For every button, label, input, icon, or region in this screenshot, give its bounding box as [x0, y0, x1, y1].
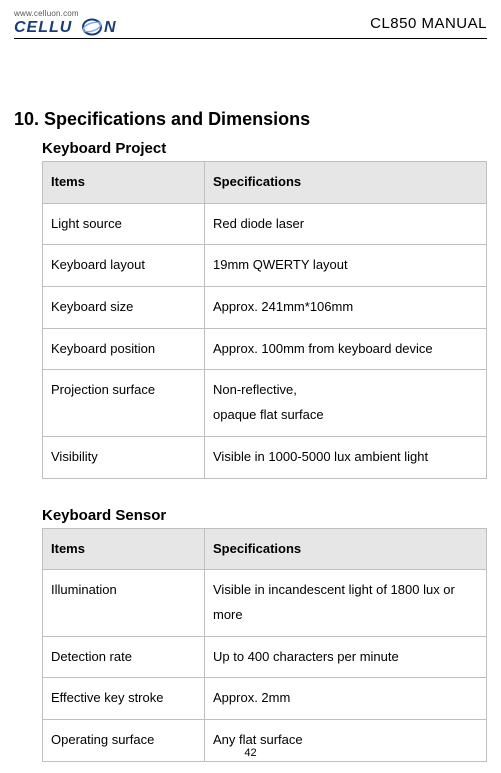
table-row: Effective key strokeApprox. 2mm — [43, 678, 487, 720]
table-row: Keyboard positionApprox. 100mm from keyb… — [43, 328, 487, 370]
section-heading: 10. Specifications and Dimensions — [14, 109, 487, 130]
cell-item: Visibility — [43, 436, 205, 478]
cell-spec: Red diode laser — [205, 203, 487, 245]
celluon-logo-icon: CELLU N — [14, 18, 132, 36]
svg-text:CELLU: CELLU — [14, 19, 72, 36]
cell-item: Light source — [43, 203, 205, 245]
spec-table-keyboard-project: Items Specifications Light sourceRed dio… — [42, 161, 487, 479]
cell-item: Illumination — [43, 570, 205, 636]
col-spec: Specifications — [205, 528, 487, 570]
col-items: Items — [43, 162, 205, 204]
cell-spec: Visible in incandescent light of 1800 lu… — [205, 570, 487, 636]
svg-text:N: N — [104, 19, 117, 36]
brand-logo: www.celluon.com CELLU N — [14, 10, 132, 36]
cell-item: Detection rate — [43, 636, 205, 678]
page-header: www.celluon.com CELLU N CL850 MANUAL — [14, 10, 487, 39]
col-items: Items — [43, 528, 205, 570]
table-header-row: Items Specifications — [43, 162, 487, 204]
table-row: Keyboard sizeApprox. 241mm*106mm — [43, 287, 487, 329]
table-row: Keyboard layout19mm QWERTY layout — [43, 245, 487, 287]
table-row: Light sourceRed diode laser — [43, 203, 487, 245]
cell-item: Keyboard position — [43, 328, 205, 370]
cell-spec: Approx. 241mm*106mm — [205, 287, 487, 329]
col-spec: Specifications — [205, 162, 487, 204]
table-row: VisibilityVisible in 1000-5000 lux ambie… — [43, 436, 487, 478]
page-number: 42 — [0, 747, 501, 759]
cell-spec: Up to 400 characters per minute — [205, 636, 487, 678]
cell-item: Projection surface — [43, 370, 205, 436]
spec-table-keyboard-sensor: Items Specifications IlluminationVisible… — [42, 528, 487, 762]
cell-item: Keyboard size — [43, 287, 205, 329]
manual-title: CL850 MANUAL — [370, 15, 487, 32]
cell-spec: 19mm QWERTY layout — [205, 245, 487, 287]
cell-item: Effective key stroke — [43, 678, 205, 720]
table-title-0: Keyboard Project — [42, 140, 487, 157]
cell-spec: Approx. 2mm — [205, 678, 487, 720]
logo-url: www.celluon.com — [14, 10, 132, 18]
table-title-1: Keyboard Sensor — [42, 507, 487, 524]
table-header-row: Items Specifications — [43, 528, 487, 570]
cell-spec: Visible in 1000-5000 lux ambient light — [205, 436, 487, 478]
table-row: IlluminationVisible in incandescent ligh… — [43, 570, 487, 636]
cell-spec: Approx. 100mm from keyboard device — [205, 328, 487, 370]
cell-spec: Non-reflective,opaque flat surface — [205, 370, 487, 436]
cell-item: Keyboard layout — [43, 245, 205, 287]
table-row: Projection surfaceNon-reflective,opaque … — [43, 370, 487, 436]
table-row: Detection rateUp to 400 characters per m… — [43, 636, 487, 678]
